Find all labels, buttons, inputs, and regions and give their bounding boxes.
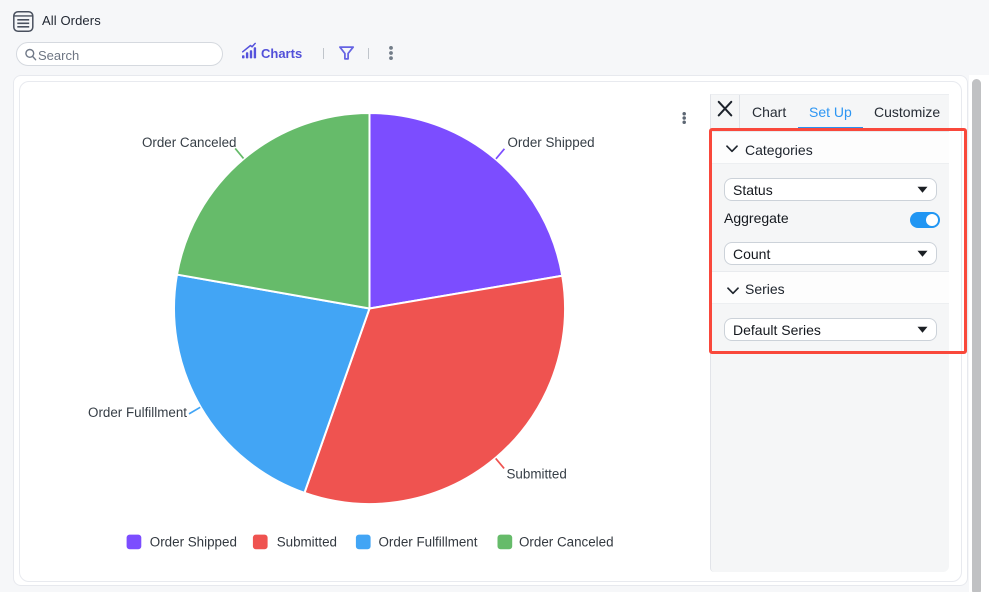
svg-text:Submitted: Submitted [507, 467, 567, 482]
svg-text:Order Fulfillment: Order Fulfillment [379, 535, 478, 550]
svg-text:Order Shipped: Order Shipped [508, 135, 595, 150]
svg-text:Order Shipped: Order Shipped [150, 535, 237, 550]
svg-text:Order Canceled: Order Canceled [519, 535, 614, 550]
svg-text:Submitted: Submitted [277, 535, 337, 550]
svg-text:Order Canceled: Order Canceled [142, 135, 237, 150]
svg-text:Order Fulfillment: Order Fulfillment [88, 405, 187, 420]
